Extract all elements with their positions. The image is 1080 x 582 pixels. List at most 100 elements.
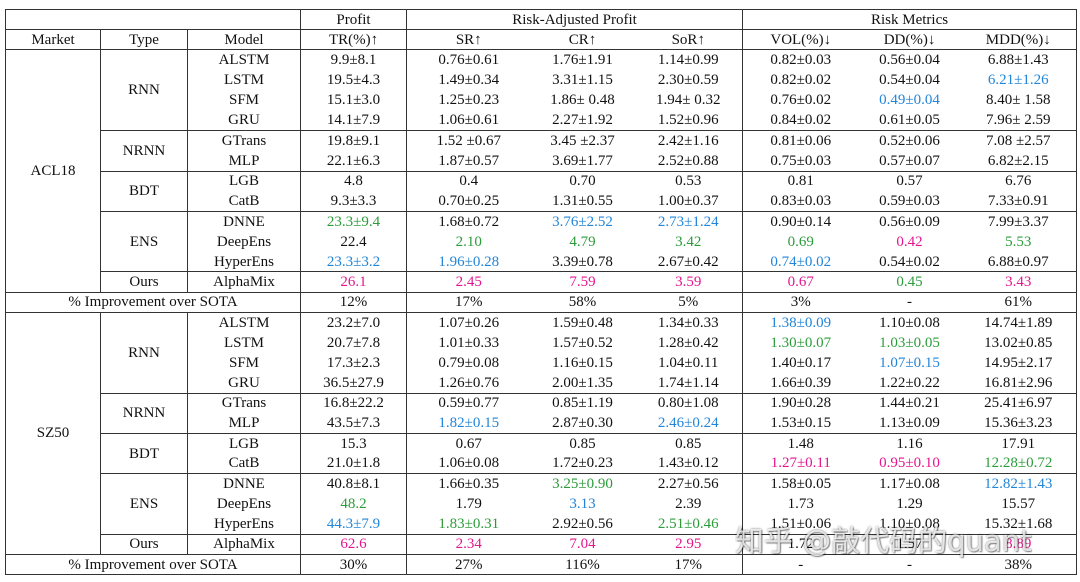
table-row: SFM 15.1±3.0 1.25±0.23 1.86± 0.48 1.94± 0.32… [6, 90, 1077, 111]
mdd-cell: 25.41±6.97 [960, 392, 1077, 414]
cr-cell: 3.45 ±2.37 [530, 130, 635, 151]
table-row: DeepEns 48.2 1.79 3.13 2.39 1.73 1.29 15.57 [6, 494, 1077, 515]
dd-cell: 1.44±0.21 [858, 392, 961, 414]
mdd-cell: 15.57 [1001, 496, 1036, 513]
cr-cell: 3.39±0.78 [552, 253, 613, 270]
sr-cell: 0.76±0.61 [406, 49, 531, 71]
model-cell: GTrans [186, 392, 301, 414]
dd-cell: 0.45 [858, 271, 961, 293]
sr-cell: 1.87±0.57 [406, 150, 531, 171]
group-header-risk-metrics: Risk Metrics [742, 9, 1077, 31]
vol-cell: 0.74±0.02 [742, 251, 859, 272]
model-cell: AlphaMix [186, 271, 301, 293]
sor-cell: 2.95 [634, 533, 743, 555]
group-header-risk-adjusted-profit: Risk-Adjusted Profit [406, 9, 743, 31]
model-cell: HyperEns [186, 251, 301, 272]
vol-cell: 1.53±0.15 [742, 413, 859, 434]
mdd-cell: 14.74±1.89 [960, 311, 1077, 333]
cr-cell: 1.86± 0.48 [550, 92, 615, 109]
mdd-cell: 6.21±1.26 [987, 72, 1049, 89]
type-cell: NRNN [100, 392, 188, 434]
sor-cell: 2.42±1.16 [634, 130, 743, 151]
col-header-cr: CR↑ [568, 31, 597, 48]
cr-cell: 3.76±2.52 [530, 210, 635, 232]
tr-cell: 44.3±7.9 [300, 514, 407, 535]
mdd-cell: 15.32±1.68 [984, 516, 1053, 533]
tr-cell: 22.4 [300, 231, 407, 252]
type-cell: Ours [100, 271, 188, 293]
tr-cell: 15.3 [300, 432, 407, 454]
model-cell: HyperEns [186, 514, 301, 535]
cr-cell: 7.04 [530, 533, 635, 555]
cr-cell: 1.57±0.52 [552, 334, 613, 351]
sr-cell: 1.96±0.28 [406, 251, 531, 272]
dd-cell: 0.42 [896, 233, 923, 250]
vol-cell: 0.67 [742, 271, 859, 293]
dd-cell: 0.56±0.09 [858, 210, 961, 232]
tr-cell: 40.8±8.1 [300, 473, 407, 494]
table-row: Ours AlphaMix 26.1 2.45 7.59 3.59 0.67 0.45 3.43 [6, 271, 1077, 293]
vol-cell: 0.81 [742, 170, 859, 192]
sor-cell: 1.04±0.11 [658, 354, 719, 371]
tr-cell: 23.3±9.4 [300, 210, 407, 232]
improvement-label: % Improvement over SOTA [5, 291, 301, 313]
table-row: SFM 17.3±2.3 0.79±0.08 1.16±0.15 1.04±0.11 1.… [6, 352, 1077, 373]
cr-cell: 4.79 [569, 233, 596, 250]
col-header-mdd: MDD(%)↓ [985, 31, 1051, 48]
vol-cell: 1.72 [742, 533, 859, 555]
col-header-model: Model [186, 29, 301, 50]
sr-cell: 1.66±0.35 [406, 473, 531, 494]
model-cell: MLP [186, 413, 301, 434]
sor-cell: 0.85 [634, 432, 743, 454]
model-cell: MLP [186, 150, 301, 171]
model-cell: DeepEns [186, 494, 301, 515]
mdd-cell: 12.28±0.72 [984, 455, 1053, 472]
mdd-cell: 12.82±1.43 [960, 473, 1077, 494]
vol-cell: 1.38±0.09 [742, 311, 859, 333]
model-cell: DeepEns [186, 231, 301, 252]
vol-cell: 0.84±0.02 [742, 110, 859, 131]
mdd-cell: 6.88±1.43 [960, 49, 1077, 71]
dd-cell: 1.22±0.22 [879, 374, 940, 391]
sr-improvement: 17% [406, 291, 531, 313]
mdd-improvement: 61% [960, 291, 1077, 313]
dd-cell: 0.52±0.06 [858, 130, 961, 151]
vol-cell: 1.48 [742, 432, 859, 454]
mdd-cell: 16.81±2.96 [984, 374, 1053, 391]
sr-cell: 1.68±0.72 [406, 210, 531, 232]
table-row: GRU 14.1±7.9 1.06±0.61 2.27±1.92 1.52±0.96 0.… [6, 110, 1077, 131]
dd-improvement: - [858, 554, 961, 576]
sr-cell: 0.67 [406, 432, 531, 454]
tr-cell: 9.9±8.1 [300, 49, 407, 71]
cr-cell: 3.25±0.90 [530, 473, 635, 494]
type-cell: ENS [100, 210, 188, 272]
dd-cell: 0.54±0.04 [879, 72, 940, 89]
cr-cell: 2.87±0.30 [552, 415, 613, 432]
sor-cell: 1.74±1.14 [657, 374, 719, 391]
improvement-label: % Improvement over SOTA [5, 554, 301, 576]
sr-cell: 1.79 [406, 494, 531, 515]
tr-cell: 62.6 [300, 533, 407, 555]
model-cell: ALSTM [186, 49, 301, 71]
mdd-cell: 8.40± 1.58 [986, 92, 1051, 109]
column-header-row: Market Type Model TR(%)↑ SR↑ CR↑ SoR↑ VO… [6, 29, 1077, 50]
vol-cell: 0.82±0.03 [742, 49, 859, 71]
sor-improvement: 17% [634, 554, 743, 576]
table-row: BDT LGB 15.3 0.67 0.85 0.85 1.48 1.16 17.91 [6, 432, 1077, 474]
dd-cell: 0.95±0.10 [879, 455, 940, 472]
tr-improvement: 30% [300, 554, 407, 576]
col-header-dd: DD(%)↓ [883, 31, 936, 48]
tr-cell: 20.7±7.8 [300, 332, 407, 353]
mdd-improvement: 38% [960, 554, 1077, 576]
sor-cell: 0.80±1.08 [634, 392, 743, 414]
model-cell: GRU [186, 110, 301, 131]
type-cell: NRNN [100, 130, 188, 171]
sr-improvement: 27% [406, 554, 531, 576]
mdd-cell: 13.02±0.85 [984, 334, 1053, 351]
sor-cell: 2.30±0.59 [657, 72, 719, 89]
cr-cell: 7.59 [530, 271, 635, 293]
mdd-cell: 17.91 [960, 432, 1077, 454]
col-header-market: Market [31, 31, 75, 48]
group-header-profit: Profit [300, 9, 407, 31]
col-header-tr: TR(%)↑ [300, 29, 407, 50]
